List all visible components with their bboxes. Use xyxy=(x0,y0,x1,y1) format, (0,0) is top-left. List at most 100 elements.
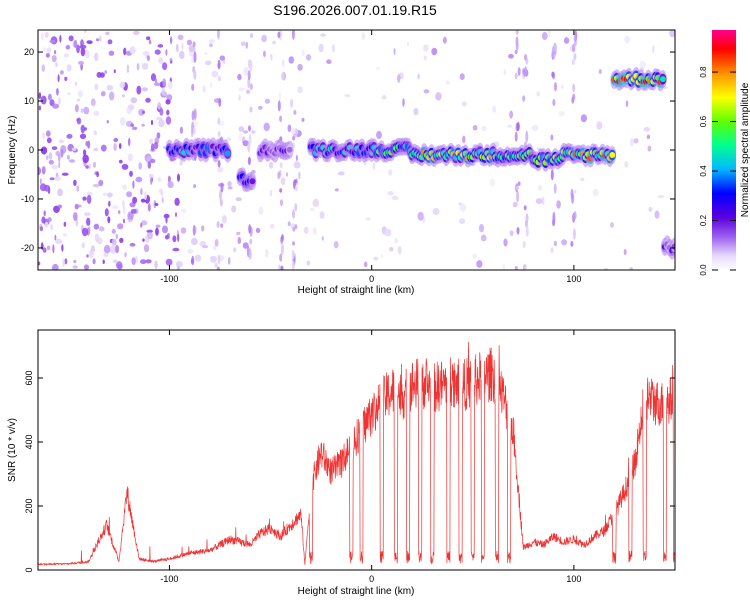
heatmap-cell xyxy=(301,49,305,57)
heatmap-cell xyxy=(217,117,221,125)
heatmap-cell xyxy=(251,130,256,134)
heatmap-cell xyxy=(113,143,117,151)
heatmap-cell xyxy=(227,186,233,190)
heatmap-cell xyxy=(154,49,161,55)
heatmap-cell xyxy=(138,108,145,116)
heatmap-cell xyxy=(165,116,172,125)
heatmap-cell xyxy=(169,36,173,45)
heatmap-cell xyxy=(175,260,183,268)
heatmap-cell xyxy=(141,62,149,70)
heatmap-cell xyxy=(550,134,554,141)
heatmap-cell xyxy=(394,238,399,244)
heatmap-cell xyxy=(84,264,89,270)
heatmap-cell xyxy=(247,70,251,81)
heatmap-cell xyxy=(132,30,140,36)
heatmap-cell xyxy=(193,70,197,80)
heatmap-cell xyxy=(177,34,184,40)
heatmap-cell xyxy=(397,74,401,83)
heatmap-cell xyxy=(165,49,168,56)
heatmap-cell xyxy=(180,227,187,234)
heatmap-cell xyxy=(129,170,133,177)
heatmap-cell xyxy=(84,49,90,59)
heatmap-cell xyxy=(45,155,49,160)
heatmap-cell xyxy=(149,138,154,145)
heatmap-cell xyxy=(121,163,129,170)
heatmap-cell xyxy=(103,252,109,257)
heatmap-cell xyxy=(445,80,450,85)
heatmap-cell xyxy=(523,205,527,211)
heatmap-cell xyxy=(574,189,577,194)
heatmap-cell xyxy=(84,30,87,34)
heatmap-cell xyxy=(161,197,164,203)
heatmap-cell xyxy=(86,217,91,226)
heatmap-cell xyxy=(291,30,295,40)
heatmap-cell xyxy=(163,92,168,97)
heatmap-cell xyxy=(177,233,180,242)
heatmap-cell xyxy=(248,224,252,234)
heatmap-cell xyxy=(580,177,585,182)
snr-y-axis-label: SNR (10 * v/v) xyxy=(7,418,18,482)
heatmap-cell xyxy=(41,216,46,224)
heatmap-cell xyxy=(42,247,47,253)
heatmap-cell xyxy=(492,105,497,113)
heatmap-cell xyxy=(217,254,221,265)
heatmap-cell xyxy=(237,237,242,244)
heatmap-cell xyxy=(165,258,173,266)
heatmap-cell xyxy=(279,115,283,123)
heatmap-cell xyxy=(74,203,79,210)
heatmap-cell xyxy=(264,98,271,104)
heatmap-cell xyxy=(41,64,45,72)
heatmap-cell xyxy=(154,78,158,84)
heatmap-cell xyxy=(57,153,61,163)
heatmap-cell xyxy=(130,97,138,104)
heatmap-cell xyxy=(155,224,161,228)
heatmap-cell xyxy=(154,260,158,269)
heatmap-cell xyxy=(289,98,294,108)
heatmap-cell xyxy=(157,44,164,48)
heatmap-cell xyxy=(217,166,224,173)
heatmap-cell xyxy=(43,184,51,192)
heatmap-cell xyxy=(109,91,115,101)
heatmap-cell xyxy=(249,238,253,245)
heatmap-cell xyxy=(277,31,281,39)
heatmap-cell xyxy=(54,234,57,241)
heatmap-cell xyxy=(213,245,216,251)
heatmap-cell xyxy=(373,256,379,261)
heatmap-cell xyxy=(186,39,193,46)
heatmap-cell xyxy=(64,258,68,265)
heatmap-cell xyxy=(122,206,126,215)
heatmap-cell xyxy=(224,150,231,157)
heatmap-cell xyxy=(280,243,284,256)
heatmap-cell xyxy=(214,239,219,247)
heatmap-cell xyxy=(643,126,651,132)
heatmap-cell xyxy=(145,97,151,103)
heatmap-cell xyxy=(243,130,249,134)
heatmap-cell xyxy=(294,185,298,192)
heatmap-cell xyxy=(216,220,220,229)
heatmap-y-tick-label: -10 xyxy=(21,194,34,204)
heatmap-cell xyxy=(502,263,506,270)
heatmap-cell xyxy=(476,260,483,268)
heatmap-cell xyxy=(156,132,161,139)
heatmap-cell xyxy=(524,66,528,77)
snr-x-tick-label: 100 xyxy=(566,574,581,584)
heatmap-cell xyxy=(77,90,83,98)
heatmap-cell xyxy=(258,105,263,110)
heatmap-cell xyxy=(67,92,71,96)
heatmap-cell xyxy=(517,181,521,186)
heatmap-cell xyxy=(169,57,173,61)
colorbar-tick-label: 0.6 xyxy=(699,115,708,127)
heatmap-cell xyxy=(423,55,427,61)
heatmap-cell xyxy=(40,95,47,105)
heatmap-cell xyxy=(312,227,317,236)
heatmap-cell xyxy=(551,46,555,56)
heatmap-cell xyxy=(592,188,599,197)
heatmap-cell xyxy=(231,205,237,213)
heatmap-cell xyxy=(106,120,110,124)
heatmap-cell xyxy=(375,66,381,70)
snr-series-line xyxy=(38,341,675,567)
heatmap-cell xyxy=(512,201,518,208)
heatmap-cell xyxy=(344,94,351,98)
heatmap-cell xyxy=(556,200,561,209)
heatmap-cell xyxy=(522,241,526,248)
